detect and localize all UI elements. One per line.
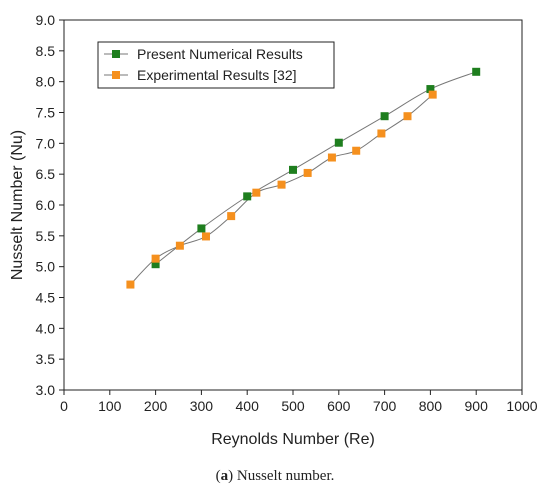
data-point-series-0: [243, 192, 252, 201]
data-point-series-1: [175, 241, 184, 250]
y-tick-label: 7.0: [36, 135, 56, 151]
data-point-series-1: [227, 212, 236, 221]
data-point-series-0: [197, 224, 206, 233]
y-tick-label: 9.0: [36, 12, 56, 28]
data-point-series-1: [403, 112, 412, 121]
data-point-series-1: [303, 168, 312, 177]
legend-box: [97, 41, 335, 89]
x-tick-label: 1000: [506, 398, 537, 414]
y-tick-label: 6.0: [36, 197, 56, 213]
series-layer: [126, 67, 481, 289]
nusselt-chart: 0 100 200 300 400 500 600 700 800 900 1000 3.0 3.5 4…: [9, 12, 538, 448]
data-point-series-0: [426, 85, 435, 94]
data-point-series-0: [151, 260, 160, 269]
x-tick-label: 700: [373, 398, 397, 414]
figure-caption: (a) Nusselt number.: [215, 468, 335, 484]
data-point-series-1: [352, 146, 361, 155]
x-tick-label: 800: [419, 398, 443, 414]
data-point-series-1: [277, 180, 286, 189]
data-point-series-1: [377, 129, 386, 138]
y-tick-label: 3.5: [36, 351, 56, 367]
legend-marker-experimental: [112, 71, 120, 79]
y-tick-label: 7.5: [36, 105, 56, 121]
y-axis-label: Nusselt Number (Nu): [9, 130, 26, 280]
x-tick-label: 400: [236, 398, 260, 414]
x-tick-label: 500: [281, 398, 305, 414]
y-tick-label: 3.0: [36, 382, 56, 398]
data-point-series-1: [428, 90, 437, 99]
legend-label-numerical: Present Numerical Results: [137, 46, 303, 62]
data-point-series-0: [380, 112, 389, 121]
y-axis-ticks: 3.0 3.5 4.0 4.5 5.0 5.5 6.0 6.5 7.0 7.5 8.0 8.5 9.0: [36, 12, 64, 398]
data-point-series-1: [252, 188, 261, 197]
x-axis-ticks: 0 100 200 300 400 500 600 700 800 900 1000: [60, 390, 538, 414]
x-tick-label: 0: [60, 398, 68, 414]
legend-label-experimental: Experimental Results [32]: [137, 67, 297, 83]
y-tick-label: 8.0: [36, 74, 56, 90]
legend-marker-numerical: [112, 50, 120, 58]
data-point-series-0: [289, 165, 297, 174]
data-point-series-0: [472, 67, 481, 76]
x-tick-label: 200: [144, 398, 168, 414]
y-tick-label: 4.0: [36, 320, 56, 336]
data-point-series-0: [334, 138, 343, 147]
legend: Present Numerical Results Experimental R…: [97, 41, 335, 89]
x-tick-label: 600: [327, 398, 351, 414]
x-tick-label: 100: [98, 398, 122, 414]
y-tick-label: 5.0: [36, 259, 56, 275]
y-tick-label: 4.5: [36, 290, 56, 306]
data-point-series-1: [327, 153, 336, 162]
x-tick-label: 300: [190, 398, 214, 414]
caption-text: Nusselt number.: [233, 468, 335, 484]
data-point-series-1: [201, 232, 210, 241]
data-point-series-1: [126, 280, 135, 289]
y-tick-label: 6.5: [36, 166, 56, 182]
x-tick-label: 900: [465, 398, 489, 414]
data-point-series-1: [151, 254, 160, 263]
series-line-1: [130, 94, 434, 285]
x-axis-label: Reynolds Number (Re): [211, 431, 375, 448]
caption-letter: a: [220, 468, 229, 484]
y-tick-label: 8.5: [36, 43, 56, 59]
y-tick-label: 5.5: [36, 228, 56, 244]
